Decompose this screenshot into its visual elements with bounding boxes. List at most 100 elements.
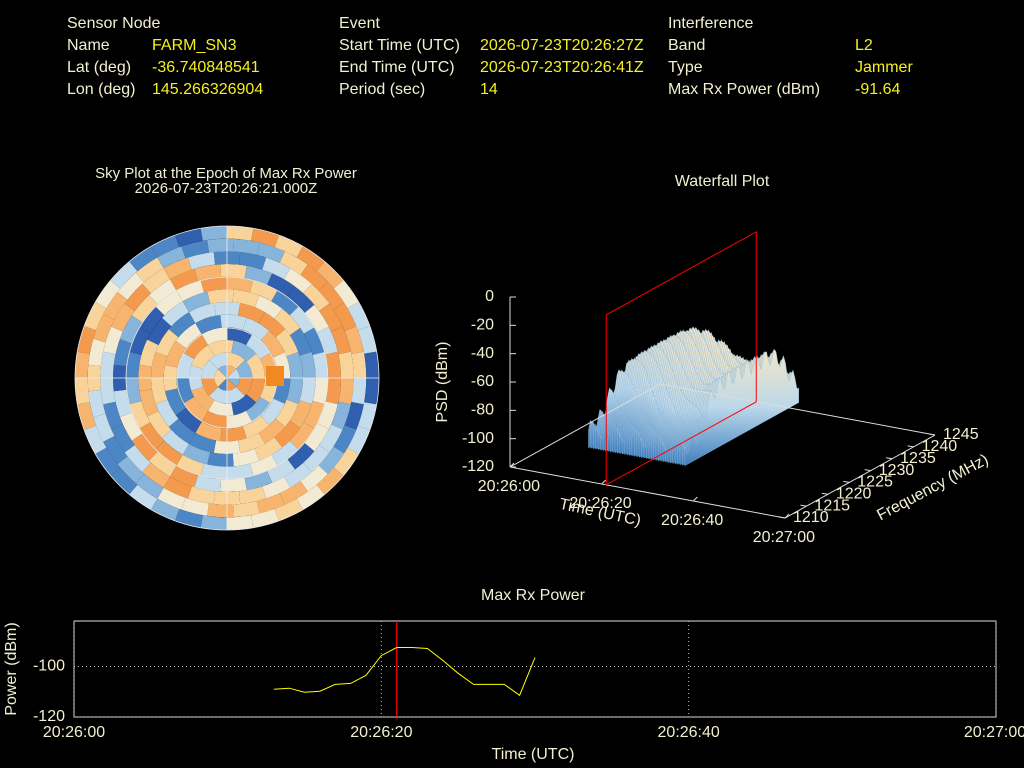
y-axis-label: Power (dBm) [3, 622, 20, 715]
sky-cell [331, 326, 351, 355]
sky-cell [260, 398, 285, 426]
sky-cell [139, 306, 165, 334]
sky-cell [274, 498, 303, 521]
sky-cell [232, 448, 260, 467]
sky-cell [227, 463, 254, 480]
field-label: End Time (UTC) [339, 59, 455, 76]
x-tick-label: 20:26:40 [658, 724, 720, 741]
sky-cell [316, 467, 344, 495]
sky-cell [227, 378, 236, 391]
sky-cell [333, 447, 359, 476]
panel-heading: Event [339, 15, 380, 32]
sky-cell [220, 264, 247, 279]
y-tick-label: 1245 [943, 426, 979, 443]
sky-cell [289, 422, 315, 450]
surface-slice [684, 348, 800, 467]
field-label: Lat (deg) [67, 59, 131, 76]
chart-subtitle: 2026-07-23T20:26:21.000Z [135, 180, 318, 197]
y-tick-label: 1235 [900, 450, 936, 467]
sky-cell [131, 433, 158, 461]
sky-cell [289, 400, 312, 428]
sky-cell [287, 286, 315, 313]
sky-cell [256, 242, 285, 263]
sky-cell [119, 412, 143, 441]
sky-cell [249, 280, 278, 302]
sky-cell [254, 295, 283, 319]
sky-cell [151, 235, 180, 258]
sky-cell [284, 268, 312, 294]
sky-cell [103, 326, 123, 355]
sky-cell [227, 386, 245, 404]
sky-cell [209, 386, 227, 404]
sky-cell [200, 463, 227, 480]
y-tick-label: -100 [33, 658, 65, 675]
field-value: Jammer [855, 59, 913, 76]
sky-cell [364, 378, 379, 405]
sky-cell [207, 238, 234, 253]
sky-cell [227, 352, 245, 370]
y-tick-label: 1230 [879, 462, 915, 479]
y-tick [928, 433, 936, 436]
sky-cell [95, 280, 121, 309]
sky-cell [113, 339, 132, 367]
sky-cell [129, 246, 158, 272]
sky-cell [176, 454, 205, 476]
chart-title: Sky Plot at the Epoch of Max Rx Power [95, 165, 357, 182]
sky-cell [111, 424, 135, 453]
sky-cell [338, 378, 354, 405]
sky-cell [262, 476, 291, 499]
sky-cell [246, 378, 265, 403]
sky-cell [139, 339, 159, 367]
sky-cell [200, 515, 227, 530]
sky-cell [333, 302, 357, 331]
sky-cell [227, 369, 240, 378]
sky-cell [100, 378, 116, 405]
sky-cell [103, 436, 128, 465]
y-tick-label: 1220 [836, 486, 872, 503]
sky-cell [187, 252, 216, 270]
field-label: Period (sec) [339, 81, 425, 98]
y-tick-label: 1240 [922, 438, 958, 455]
sky-cell [303, 327, 325, 356]
sky-cell [312, 378, 329, 405]
sky-cell [256, 493, 285, 514]
plot-frame [73, 620, 997, 718]
y-tick [821, 492, 828, 495]
sky-cell [201, 378, 219, 396]
z-tick-label: -40 [471, 345, 494, 362]
sky-cell [103, 291, 128, 320]
y-tick-label: 1215 [814, 497, 850, 514]
sky-cell [351, 378, 367, 405]
sky-cell [304, 423, 329, 452]
axis-line [509, 466, 786, 519]
sky-cell [168, 418, 196, 444]
sky-cell [274, 420, 301, 448]
sky-cell [214, 369, 227, 378]
z-tick-label: 0 [485, 288, 494, 305]
sky-cell [147, 317, 172, 346]
sky-cell [235, 378, 253, 396]
sky-cell [238, 252, 267, 270]
sky-cell [318, 281, 345, 310]
panel-heading: Sensor Node [67, 15, 160, 32]
sky-cell [232, 289, 260, 308]
sky-cell [271, 290, 299, 316]
sky-cell [364, 351, 379, 378]
field-value: L2 [855, 37, 873, 54]
sky-cell [207, 452, 234, 467]
sky-cell [155, 290, 183, 316]
sky-cell [129, 400, 151, 429]
sky-cell [303, 400, 325, 429]
sky-cell [170, 465, 198, 488]
sky-cell [157, 246, 186, 269]
z-tick-label: -80 [471, 402, 494, 419]
sky-plot: Sky Plot at the Epoch of Max Rx Power202… [74, 165, 380, 531]
sky-cell [207, 503, 234, 518]
x-tick-label: 20:26:00 [478, 478, 540, 495]
sky-cell [237, 432, 265, 453]
sky-cell [100, 351, 116, 378]
sky-cell [244, 471, 273, 491]
sky-cell [181, 497, 209, 516]
field-label: Start Time (UTC) [339, 37, 460, 54]
